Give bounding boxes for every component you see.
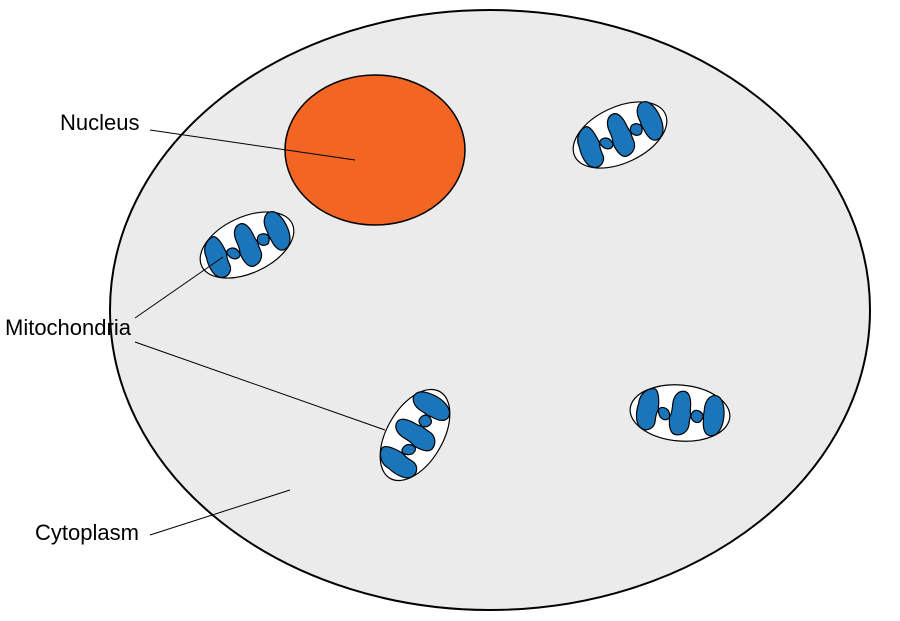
cell-diagram: Nucleus Mitochondria Cytoplasm	[0, 0, 900, 621]
label-mitochondria: Mitochondria	[5, 315, 132, 340]
cell-cytoplasm	[110, 10, 870, 610]
nucleus	[285, 75, 465, 225]
label-cytoplasm: Cytoplasm	[35, 520, 139, 545]
label-nucleus: Nucleus	[60, 110, 139, 135]
